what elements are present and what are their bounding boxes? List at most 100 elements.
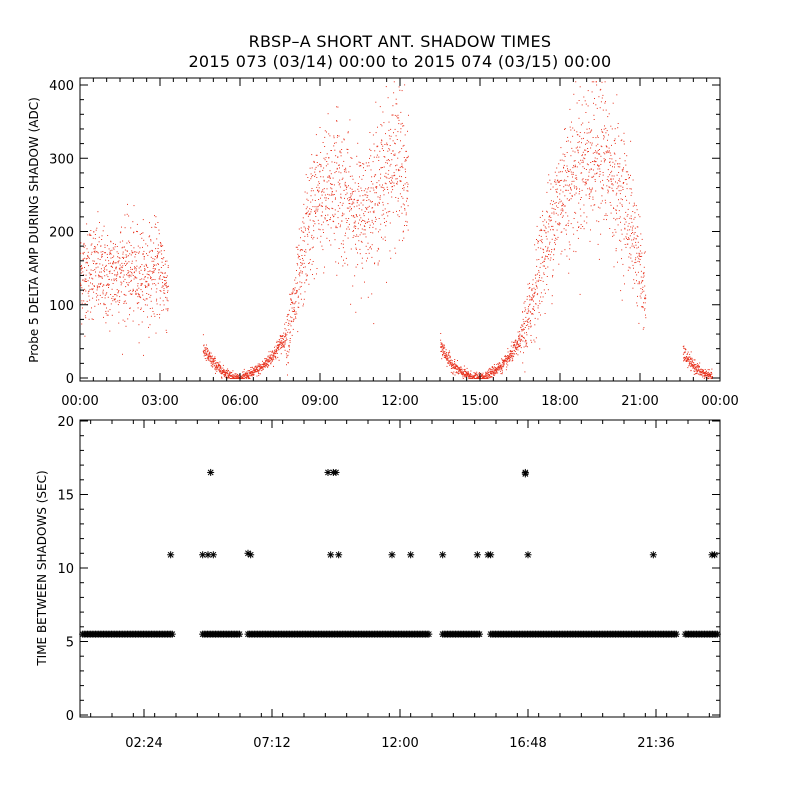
- top-data-point: [104, 271, 105, 273]
- top-data-point: [533, 300, 534, 302]
- top-data-point: [255, 369, 256, 371]
- top-data-point: [694, 368, 696, 370]
- top-data-point: [157, 244, 159, 246]
- top-data-point: [119, 267, 121, 269]
- top-data-point: [510, 354, 512, 356]
- top-data-point: [257, 370, 259, 372]
- top-data-point: [91, 289, 93, 291]
- top-data-point: [530, 320, 531, 321]
- top-data-point: [567, 189, 569, 191]
- top-data-point: [511, 351, 512, 353]
- top-data-point: [504, 359, 506, 361]
- top-data-point: [308, 263, 310, 264]
- top-data-point: [203, 349, 205, 351]
- top-data-point: [366, 208, 368, 210]
- top-data-point: [285, 335, 287, 337]
- top-data-point: [252, 373, 254, 375]
- top-data-point: [614, 140, 616, 141]
- top-data-point: [692, 360, 693, 362]
- top-data-point: [366, 221, 368, 223]
- top-data-point: [166, 299, 168, 301]
- top-data-point: [161, 279, 163, 280]
- top-data-point: [458, 369, 460, 371]
- top-data-point: [606, 146, 608, 148]
- top-data-point: [683, 357, 684, 359]
- top-data-point: [553, 200, 554, 202]
- top-data-point: [100, 268, 102, 270]
- top-data-point: [617, 186, 619, 188]
- top-data-point: [361, 262, 363, 264]
- top-data-point: [151, 250, 153, 251]
- top-data-point: [245, 378, 247, 379]
- top-data-point: [362, 175, 364, 176]
- top-data-point: [211, 361, 212, 363]
- top-data-point: [640, 297, 642, 299]
- top-data-point: [530, 299, 532, 301]
- top-data-point: [260, 370, 262, 372]
- top-data-point: [293, 307, 295, 308]
- top-data-point: [219, 365, 220, 366]
- top-y-axis-label: Probe 5 DELTA AMP DURING SHADOW (ADC): [27, 97, 41, 363]
- top-data-point: [588, 151, 589, 152]
- top-data-point: [555, 237, 557, 239]
- top-data-point: [579, 163, 581, 165]
- top-data-point: [80, 284, 82, 286]
- top-data-point: [476, 373, 477, 375]
- top-data-point: [571, 180, 573, 182]
- top-data-point: [280, 335, 281, 337]
- top-data-point: [245, 377, 247, 379]
- top-data-point: [563, 228, 565, 230]
- top-x-tick-label: 09:00: [301, 394, 338, 409]
- top-data-point: [143, 250, 145, 252]
- top-data-point: [572, 173, 574, 175]
- top-data-point: [132, 320, 134, 322]
- top-data-point: [398, 117, 400, 119]
- top-data-point: [328, 133, 330, 135]
- top-data-point: [612, 235, 614, 237]
- top-data-point: [350, 198, 352, 200]
- top-data-point: [156, 288, 158, 290]
- bottom-data-point: [521, 470, 529, 478]
- top-data-point: [288, 329, 290, 331]
- top-data-point: [282, 346, 284, 347]
- top-data-point: [137, 296, 139, 298]
- top-data-point: [299, 281, 301, 283]
- top-data-point: [542, 221, 544, 223]
- top-data-point: [92, 260, 94, 262]
- top-data-point: [306, 198, 308, 200]
- top-data-point: [165, 296, 167, 298]
- top-data-point: [153, 265, 154, 267]
- top-data-point: [293, 311, 294, 312]
- top-data-point: [609, 161, 610, 163]
- top-data-point: [568, 258, 570, 260]
- top-data-point: [206, 351, 208, 353]
- top-data-point: [118, 290, 120, 292]
- top-data-point: [243, 371, 245, 373]
- top-data-point: [127, 270, 129, 271]
- top-data-point: [362, 163, 364, 165]
- top-data-point: [495, 371, 497, 373]
- top-data-point: [105, 266, 107, 267]
- top-data-point: [321, 224, 323, 226]
- top-data-point: [444, 355, 446, 357]
- top-data-point: [524, 371, 526, 373]
- top-data-point: [302, 258, 303, 259]
- top-data-point: [570, 198, 572, 200]
- top-data-point: [113, 255, 115, 257]
- top-data-point: [383, 218, 385, 220]
- top-data-point: [319, 241, 321, 243]
- top-data-point: [233, 375, 235, 377]
- top-data-point: [114, 298, 116, 300]
- top-data-point: [521, 329, 523, 331]
- top-data-point: [91, 318, 93, 320]
- top-data-point: [268, 360, 269, 362]
- top-data-point: [561, 159, 563, 161]
- top-data-point: [258, 370, 260, 372]
- top-data-point: [364, 281, 365, 283]
- top-data-point: [300, 262, 302, 264]
- top-data-point: [93, 248, 95, 250]
- top-data-point: [563, 164, 565, 166]
- top-data-point: [375, 218, 377, 220]
- top-data-point: [333, 135, 335, 137]
- top-data-point: [628, 237, 629, 239]
